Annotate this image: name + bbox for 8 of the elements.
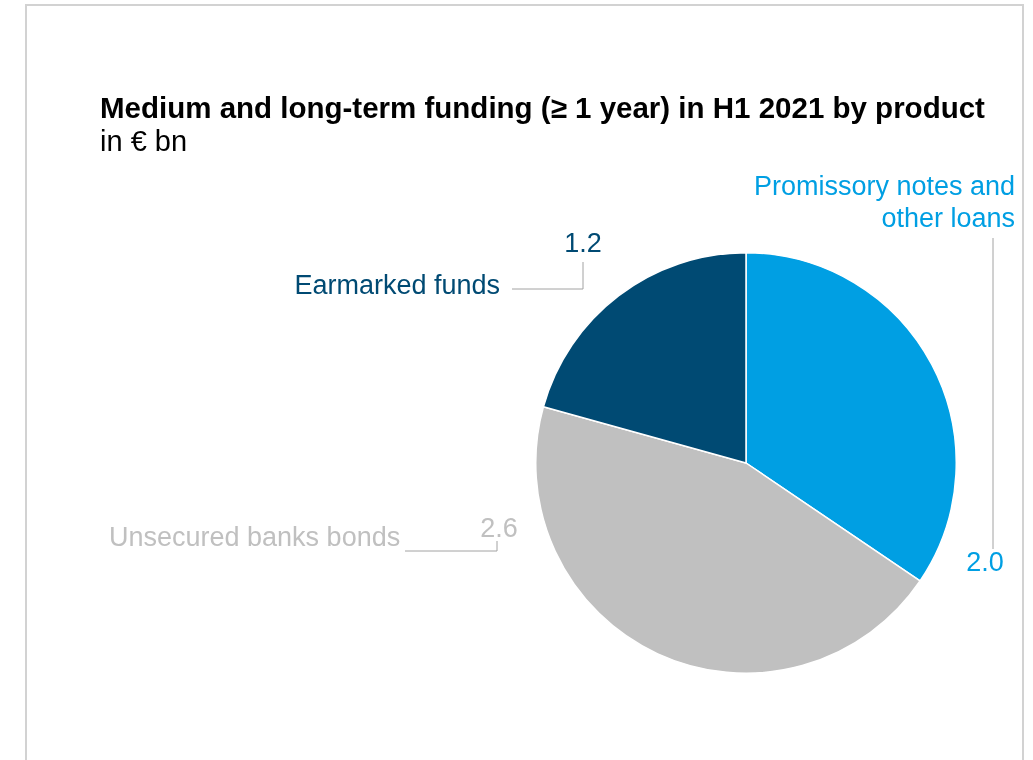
chart-subtitle: in € bn <box>100 125 188 157</box>
data-label: 2.0 <box>966 547 1004 577</box>
slice-label: Promissory notes and other loans <box>752 170 1015 234</box>
data-label: 2.6 <box>480 513 518 543</box>
chart-title: Medium and long-term funding (≥ 1 year) in H1 2021 by product <box>100 91 985 124</box>
slice-label: Unsecured banks bonds <box>109 522 401 552</box>
data-label: 1.2 <box>564 228 602 258</box>
slice-label: Earmarked funds <box>294 270 500 300</box>
